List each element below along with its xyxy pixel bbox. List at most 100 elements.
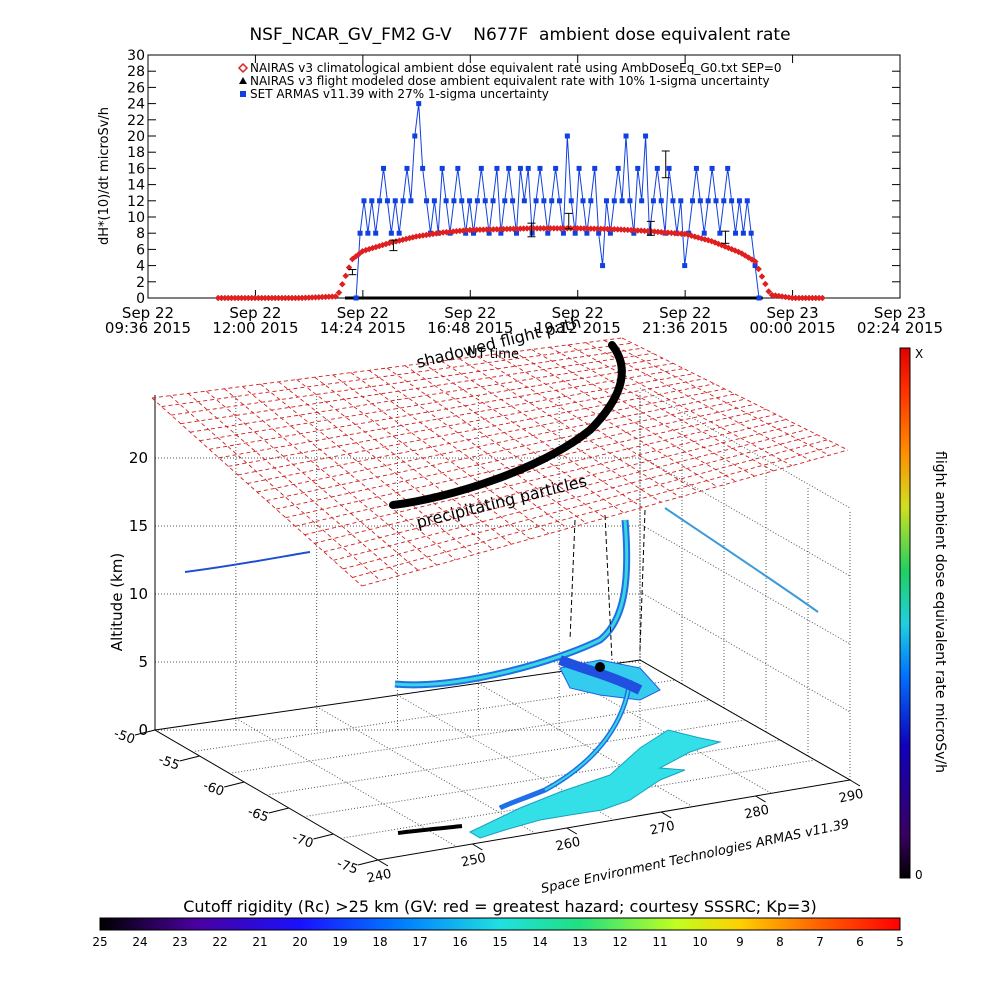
particle-grid-line [295,413,777,527]
latitude-tick-label: -70 [290,830,315,851]
legend-triangle-marker [239,77,247,84]
armas-point [619,198,625,204]
armas-point [748,230,754,236]
cutoff-tick-label: 21 [252,935,267,949]
x-tick-label-date: Sep 23 [767,304,819,322]
cutoff-tick-label: 22 [212,935,227,949]
legend-entry-text: NAIRAS v3 flight modeled dose ambient eq… [250,74,770,88]
armas-point [588,198,594,204]
armas-point [756,295,762,301]
armas-point [611,198,617,204]
climatological-point [342,272,350,280]
climatological-point [748,256,756,263]
y-tick-label: 16 [127,161,145,177]
climatological-point [765,288,773,295]
armas-point [705,198,711,204]
x-tick-label-date: Sep 22 [552,304,604,322]
particle-grid-line [151,337,623,399]
y-tick-label: 14 [127,178,145,194]
armas-point [506,165,512,171]
particle-grid-line [151,397,363,587]
floor-grid-line [303,739,781,818]
particle-grid-line [323,429,808,553]
latitude-tick-label: -60 [201,778,226,799]
particle-grid-line [459,358,681,498]
altitude-tick-label: 10 [129,585,148,603]
armas-point [455,165,461,171]
particle-grid-line [333,434,818,561]
armas-point [690,198,696,204]
armas-point [517,165,523,171]
cutoff-tick-label: 8 [776,935,784,949]
longitude-tick-label: 270 [649,819,676,839]
x-tick-label-time: 21:36 2015 [642,319,728,337]
longitude-tick-mark [755,795,766,803]
side-grid-line [639,523,851,645]
armas-point [752,263,758,269]
horizontal-colorbar-bar [99,917,901,931]
y-tick-label: 20 [127,129,145,145]
y-tick-label: 6 [136,242,145,258]
particle-grid-line [477,356,699,493]
armas-point [654,165,660,171]
x-tick-label-time: 14:24 2015 [320,319,406,337]
armas-point [729,198,735,204]
cutoff-rigidity-colorbar [99,917,901,931]
cutoff-tick-label: 23 [172,935,187,949]
armas-point [537,165,543,171]
cutoff-rigidity-title: Cutoff rigidity (Rc) >25 km (GV: red = g… [183,897,817,916]
armas-point [357,230,363,236]
armas-point [525,165,531,171]
y-tick-label: 4 [136,259,145,275]
armas-point [740,230,746,236]
longitude-tick-mark [472,843,483,851]
climatological-point [335,289,343,297]
armas-point [361,198,367,204]
particle-grid-line [603,339,830,456]
top-chart-title: NSF_NCAR_GV_FM2 G-V N677F ambient dose e… [249,25,790,45]
cutoff-tick-label: 11 [652,935,667,949]
y-tick-label: 8 [136,226,145,242]
particle-grid-line [368,369,587,524]
armas-point [639,198,645,204]
longitude-tick-mark [660,811,672,819]
armas-point [470,230,476,236]
particle-grid-line [205,390,419,571]
dose-colorbar [899,347,911,879]
x-tick-label-time: 19:12 2015 [535,319,621,337]
climatological-point [721,243,729,250]
armas-point [545,230,551,236]
flight-path-cluster [558,655,643,695]
y-tick-label: 10 [127,210,145,226]
latitude-tick-label: -50 [112,726,137,747]
climatological-point [751,258,759,265]
armas-point [431,198,437,204]
x-tick-label-date: Sep 23 [874,304,926,322]
cutoff-tick-label: 5 [896,935,904,949]
colorbar-label: flight ambient dose equivalent rate micr… [932,451,948,773]
climatological-point [332,293,339,300]
x-tick-label-date: Sep 22 [444,304,496,322]
climatological-point [711,239,719,246]
cutoff-tick-label: 14 [532,935,547,949]
armas-point [553,165,559,171]
y-tick-label: 18 [127,145,145,161]
cutoff-tick-label: 6 [856,935,864,949]
armas-point [529,230,535,236]
armas-point [490,198,496,204]
armas-point [549,198,555,204]
y-tick-label: 24 [127,97,145,113]
particle-grid-line [440,360,662,503]
armas-point [678,198,684,204]
particle-grid-line [199,363,674,442]
armas-point [510,198,516,204]
armas-point [580,198,586,204]
particle-grid-line [567,344,793,467]
side-grid-line [639,455,851,577]
cutoff-tick-label: 16 [452,935,467,949]
particle-grid-line [531,349,755,477]
climatological-point [761,280,769,288]
